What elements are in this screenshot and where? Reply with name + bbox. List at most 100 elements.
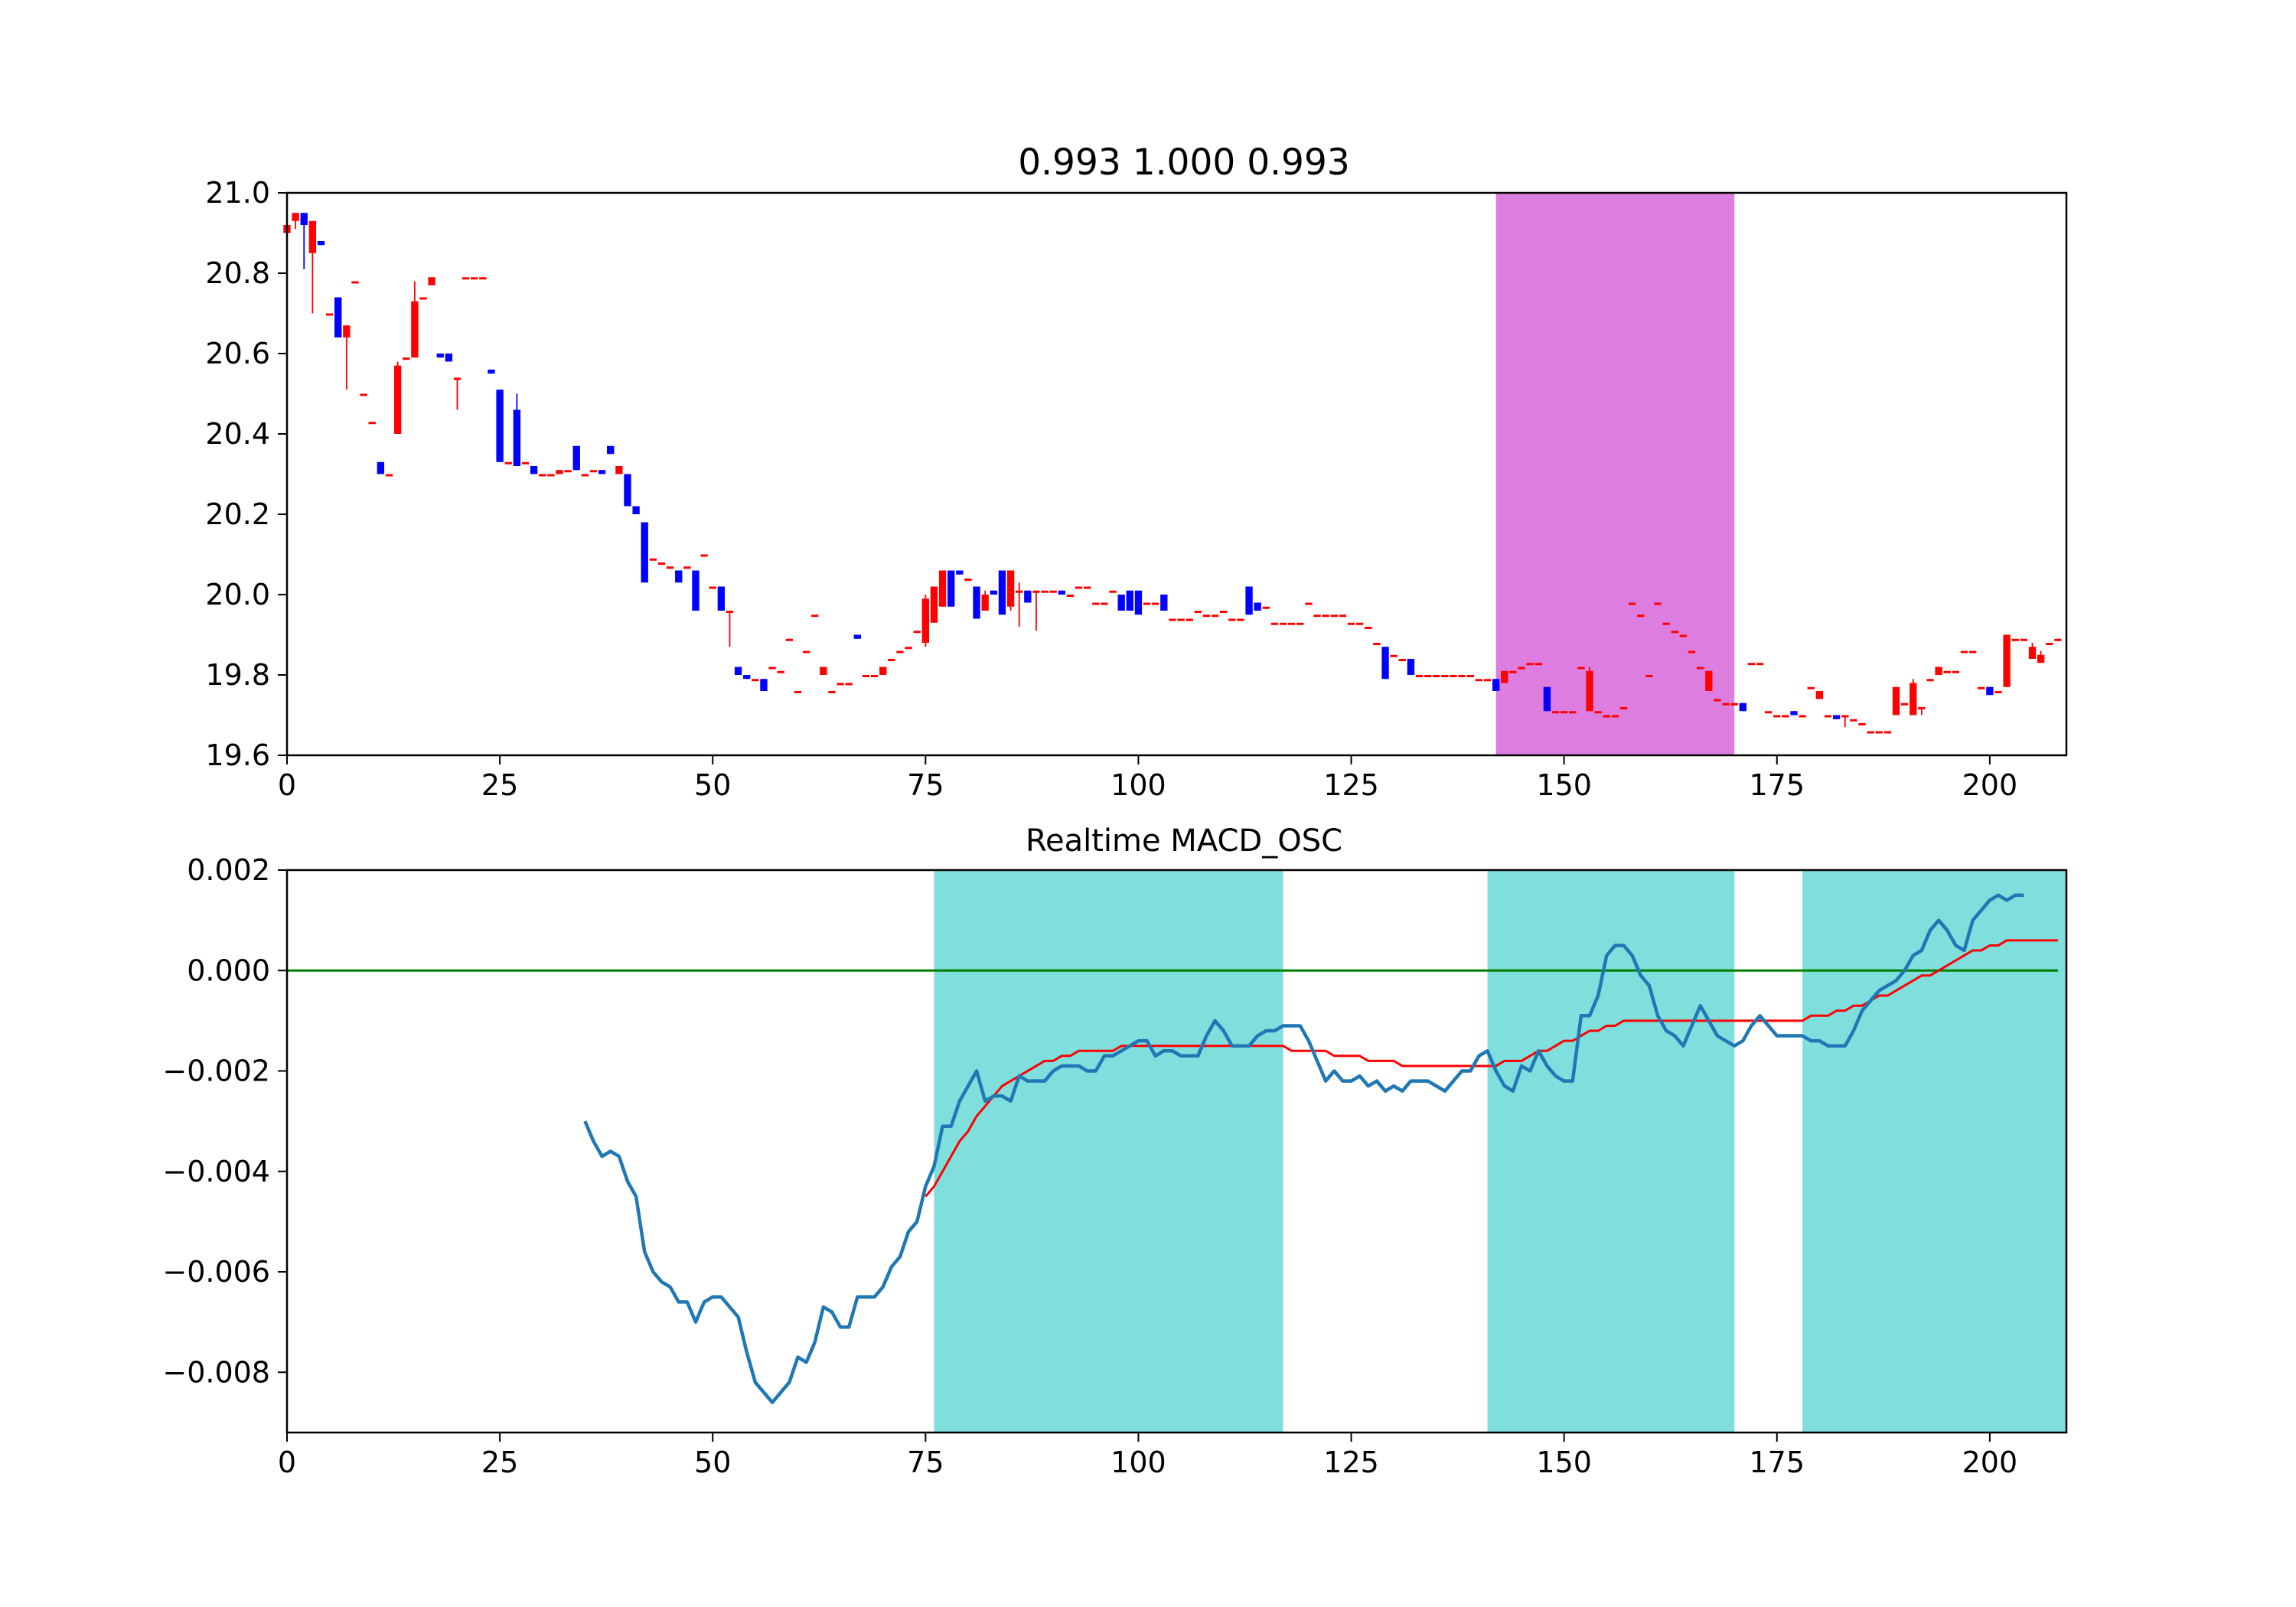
candle-body bbox=[709, 586, 716, 589]
candle-body bbox=[752, 679, 759, 682]
candle bbox=[1296, 622, 1304, 625]
candle-body bbox=[930, 586, 938, 623]
candle bbox=[1518, 667, 1525, 670]
candle bbox=[581, 474, 589, 477]
candle-body bbox=[1654, 602, 1662, 605]
candle-body bbox=[521, 461, 530, 464]
candle bbox=[317, 241, 325, 246]
price-y-axis: 19.6 19.8 20.0 20.2 20.4 20.6 20.8 21.0 bbox=[205, 176, 287, 772]
candle-body bbox=[837, 683, 844, 686]
candle bbox=[1799, 715, 1806, 718]
candle-body bbox=[1696, 667, 1704, 670]
candle-body bbox=[539, 474, 546, 477]
candle bbox=[1186, 618, 1193, 621]
candle-body bbox=[1841, 715, 1849, 718]
candle bbox=[649, 558, 657, 561]
candle-body bbox=[300, 213, 308, 225]
candle bbox=[403, 357, 410, 360]
candle bbox=[471, 277, 478, 280]
candle bbox=[1177, 618, 1185, 621]
candle bbox=[1543, 686, 1551, 712]
candle bbox=[1807, 686, 1815, 689]
candle bbox=[1492, 679, 1500, 691]
candle-body bbox=[1279, 622, 1287, 625]
candle-body bbox=[1986, 686, 1994, 696]
candle-body bbox=[692, 570, 700, 611]
candle-body bbox=[956, 570, 964, 575]
candle-body bbox=[1339, 614, 1347, 618]
candle-body bbox=[1228, 618, 1236, 621]
x-tick-label: 50 bbox=[694, 1446, 731, 1479]
candle-body bbox=[1594, 711, 1602, 714]
candle bbox=[888, 659, 895, 661]
candle bbox=[539, 474, 546, 477]
candle-body bbox=[1501, 670, 1508, 683]
candle-body bbox=[1058, 590, 1065, 595]
candle bbox=[1637, 614, 1645, 618]
candle-body bbox=[572, 445, 580, 471]
candle-body bbox=[1603, 715, 1610, 718]
x-tick-label: 125 bbox=[1323, 1446, 1379, 1479]
candle-body bbox=[598, 470, 606, 474]
candle-body bbox=[726, 611, 734, 613]
candle-body bbox=[351, 281, 359, 284]
candle bbox=[300, 213, 308, 269]
candle bbox=[692, 570, 700, 611]
candle bbox=[1024, 590, 1032, 603]
candle bbox=[1390, 654, 1397, 657]
candle-body bbox=[1041, 590, 1049, 593]
candle bbox=[1424, 675, 1432, 677]
candle-body bbox=[1637, 614, 1645, 618]
candle bbox=[879, 667, 887, 675]
candle bbox=[1262, 606, 1270, 609]
highlight-span bbox=[934, 870, 1283, 1433]
candle-body bbox=[1714, 699, 1721, 702]
candle bbox=[973, 586, 980, 619]
x-tick-label: 25 bbox=[481, 1446, 518, 1479]
candle-body bbox=[1450, 675, 1457, 677]
candle bbox=[2020, 638, 2028, 641]
candle-body bbox=[1313, 614, 1321, 618]
candle bbox=[2054, 638, 2062, 641]
candle-body bbox=[385, 474, 393, 477]
candle-body bbox=[1262, 606, 1270, 609]
candle bbox=[1143, 602, 1151, 605]
candle-body bbox=[1347, 622, 1355, 625]
candle bbox=[436, 354, 444, 358]
candle bbox=[385, 474, 393, 477]
candle-body bbox=[981, 595, 989, 611]
candle-body bbox=[1968, 650, 1977, 654]
candle bbox=[496, 390, 504, 462]
candle-body bbox=[461, 277, 470, 280]
candle-body bbox=[308, 220, 317, 253]
candle bbox=[1160, 595, 1168, 611]
candle bbox=[828, 691, 836, 693]
candle-body bbox=[998, 570, 1006, 615]
candle bbox=[1918, 707, 1926, 715]
candle-body bbox=[938, 570, 947, 607]
candle-body bbox=[1824, 715, 1832, 718]
candle-body bbox=[615, 466, 623, 474]
candle-body bbox=[403, 357, 410, 360]
candle bbox=[1815, 691, 1824, 699]
candle bbox=[896, 650, 904, 654]
x-tick-label: 150 bbox=[1536, 768, 1592, 802]
candle bbox=[1202, 614, 1211, 618]
candle-body bbox=[2054, 638, 2062, 641]
candle-body bbox=[1475, 679, 1483, 682]
candle-body bbox=[649, 558, 657, 561]
candle bbox=[1134, 590, 1143, 615]
candle-body bbox=[870, 675, 879, 677]
candle-body bbox=[428, 277, 435, 285]
candle bbox=[1696, 667, 1704, 670]
candle-body bbox=[1237, 618, 1244, 621]
candle bbox=[1645, 675, 1653, 677]
candle-body bbox=[1705, 670, 1713, 691]
candle-body bbox=[1662, 622, 1670, 625]
candle-body bbox=[888, 659, 895, 661]
candle bbox=[368, 422, 376, 425]
candle-body bbox=[547, 474, 555, 477]
candle-body bbox=[317, 241, 325, 246]
candle bbox=[1671, 631, 1678, 634]
